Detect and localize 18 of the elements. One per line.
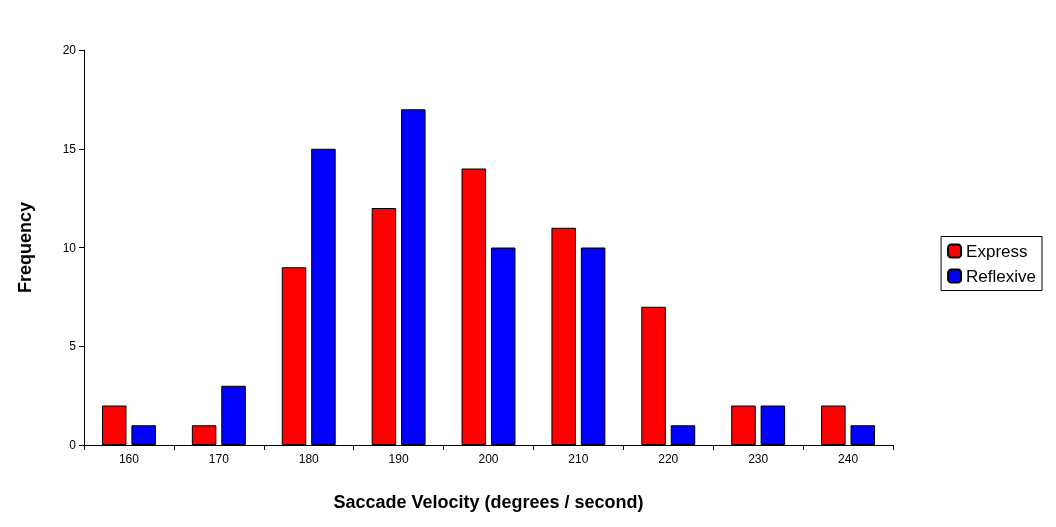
y-tick-label: 5 xyxy=(69,339,77,354)
x-tick-label: 190 xyxy=(388,452,409,466)
legend-label: Reflexive xyxy=(966,266,1036,286)
y-tick-label: 20 xyxy=(62,43,77,57)
x-tick-label: 160 xyxy=(118,452,140,466)
y-axis-title: Frequency xyxy=(15,201,35,294)
x-tick-label: 220 xyxy=(658,452,679,466)
x-tick-label: 210 xyxy=(568,452,589,466)
y-tick-label: 15 xyxy=(62,141,77,156)
x-tick-label: 180 xyxy=(298,452,320,466)
x-tick-label: 240 xyxy=(838,452,859,466)
x-tick-label: 200 xyxy=(478,452,499,466)
x-tick-label: 170 xyxy=(208,452,230,466)
legend-label: Express xyxy=(966,241,1028,261)
y-tick-label: 0 xyxy=(69,438,77,452)
x-axis-title: Saccade Velocity (degrees / second) xyxy=(333,492,644,512)
x-tick-label: 230 xyxy=(748,452,769,466)
y-tick-label: 10 xyxy=(62,240,77,255)
